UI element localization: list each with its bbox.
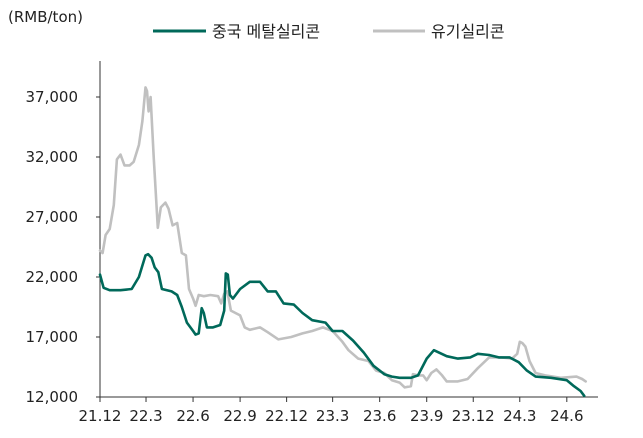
y-ticks: 12,000 17,000 22,000 27,000 32,000 37,000 — [26, 88, 100, 406]
y-tick-label: 27,000 — [26, 208, 79, 226]
y-tick-label: 17,000 — [26, 328, 79, 346]
x-tick-label: 23.6 — [363, 407, 396, 425]
x-ticks: 21.12 22.3 22.6 22.9 22.12 23.3 23.6 23.9 23.12 2… — [79, 397, 584, 425]
y-tick-label: 22,000 — [26, 268, 79, 286]
x-tick-label: 23.9 — [410, 407, 443, 425]
y-tick-label: 12,000 — [26, 388, 79, 406]
x-tick-label: 24.6 — [550, 407, 583, 425]
x-tick-label: 23.3 — [316, 407, 349, 425]
x-tick-label: 24.3 — [503, 407, 536, 425]
series-layer — [98, 86, 587, 398]
x-tick-label: 22.6 — [176, 407, 209, 425]
y-unit-label: (RMB/ton) — [8, 8, 83, 26]
x-tick-label: 22.12 — [265, 407, 308, 425]
x-tick-label: 22.9 — [223, 407, 256, 425]
metal-silicon-price-line — [98, 252, 586, 398]
legend: 중국 메탈실리콘 유기실리콘 — [153, 22, 505, 41]
x-tick-label: 23.12 — [452, 407, 495, 425]
legend-label-organic-silicon: 유기실리콘 — [431, 22, 505, 41]
legend-label-metal-silicon: 중국 메탈실리콘 — [212, 22, 320, 41]
x-tick-label: 21.12 — [79, 407, 122, 425]
y-tick-label: 32,000 — [26, 148, 79, 166]
organic-silicon-price-line — [98, 86, 587, 389]
y-tick-label: 37,000 — [26, 88, 79, 106]
x-tick-label: 22.3 — [129, 407, 162, 425]
